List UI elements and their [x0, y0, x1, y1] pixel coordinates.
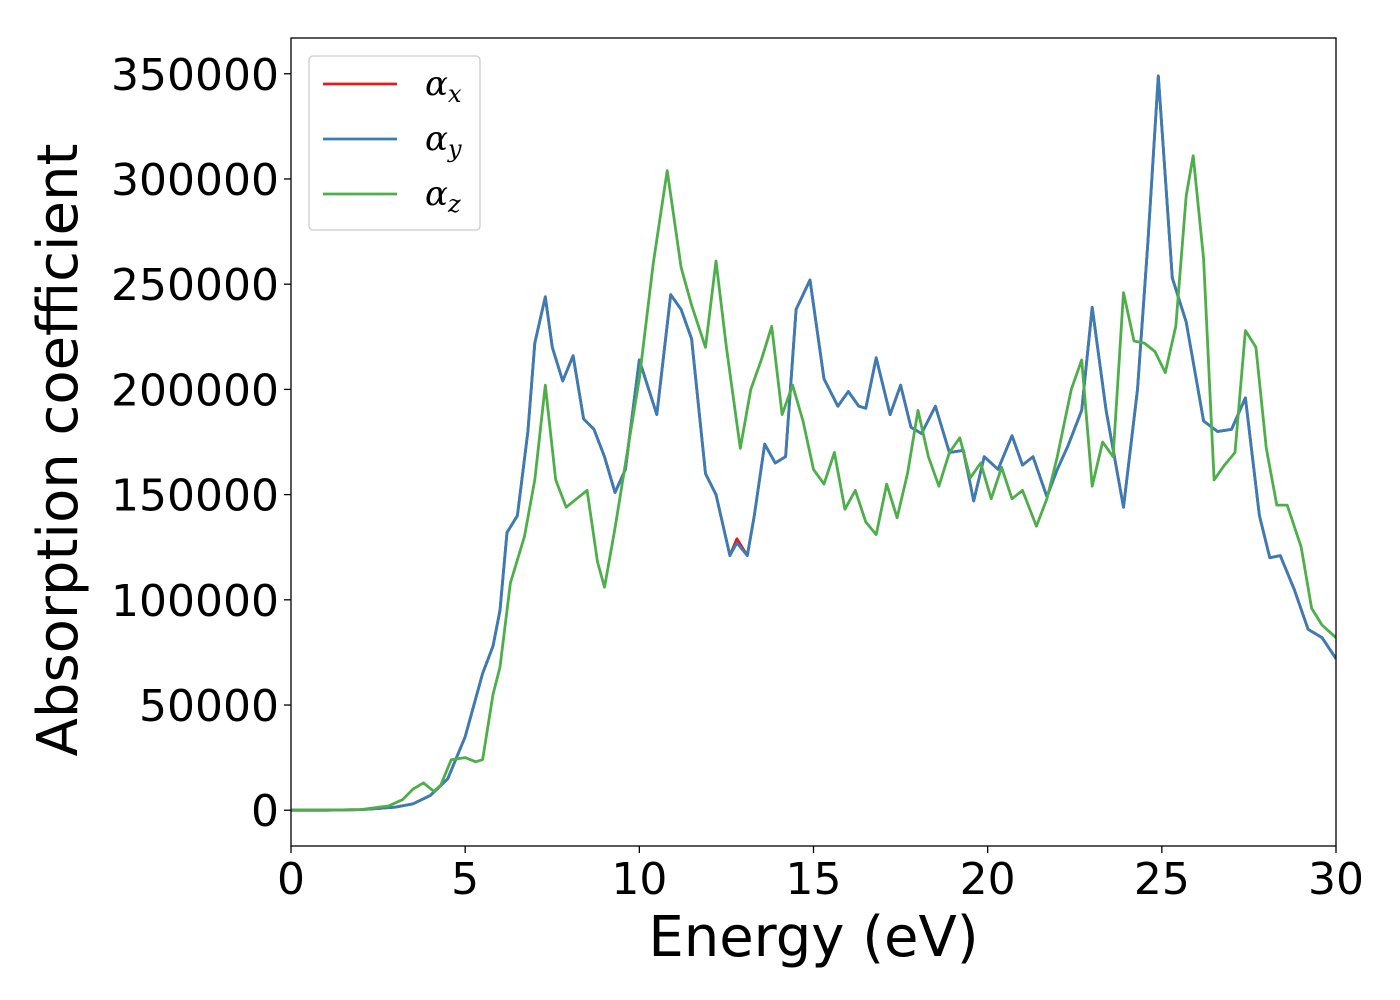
y-tick-label: 50000	[139, 681, 279, 732]
series-layer	[291, 74, 1336, 812]
x-tick-label: 20	[960, 854, 1016, 905]
x-axis-ticks: 0 5 10 15 20 25 30	[277, 846, 1364, 905]
y-tick-label: 0	[251, 786, 279, 837]
y-tick-label: 150000	[111, 471, 279, 522]
x-tick-label: 15	[786, 854, 842, 905]
x-tick-label: 5	[451, 854, 479, 905]
legend-label-y: αy	[425, 119, 462, 163]
x-tick-label: 25	[1134, 854, 1190, 905]
y-tick-label: 250000	[111, 260, 279, 311]
y-tick-label: 200000	[111, 365, 279, 416]
x-tick-label: 30	[1308, 854, 1364, 905]
y-tick-label: 350000	[111, 50, 279, 101]
y-axis-label: Absorption coefficient	[26, 144, 91, 757]
series-line-y	[291, 74, 1336, 812]
series-line-z	[291, 154, 1336, 812]
legend: αx αy αz	[308, 55, 481, 231]
legend-box	[308, 55, 481, 231]
y-tick-label: 100000	[111, 576, 279, 627]
x-tick-label: 10	[611, 854, 667, 905]
y-axis-ticks: 0 50000 100000 150000 200000 250000 300000 3500…	[111, 50, 291, 837]
legend-label-x: αx	[425, 64, 462, 108]
x-tick-label: 0	[277, 854, 305, 905]
y-tick-label: 300000	[111, 155, 279, 206]
x-axis-label: Energy (eV)	[648, 905, 978, 970]
legend-label-z: αz	[425, 174, 461, 218]
